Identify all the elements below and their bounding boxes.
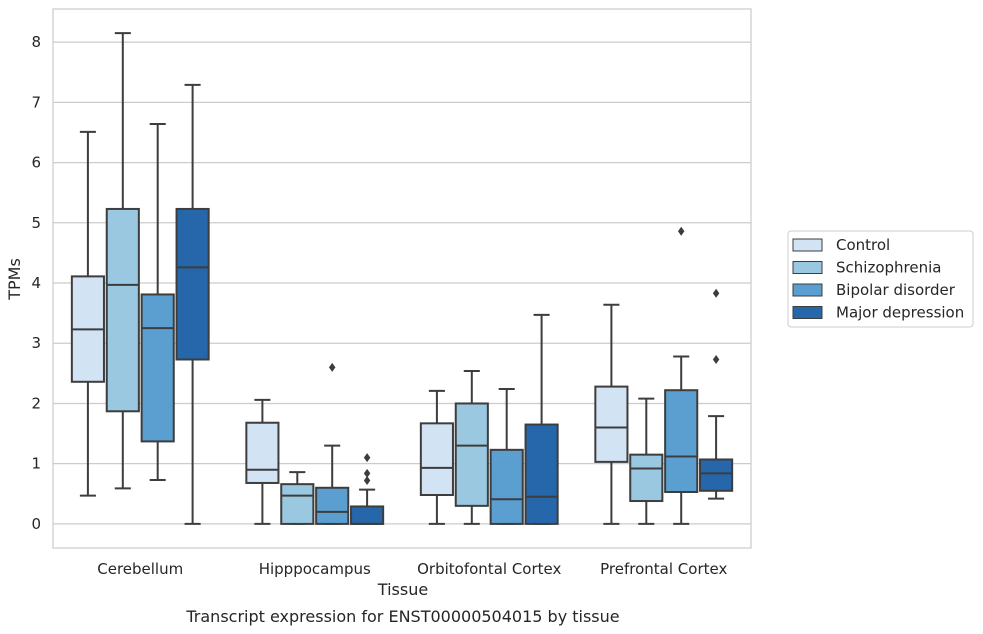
box-schizophrenia-prefrontal-cortex	[629, 397, 664, 525]
legend-swatch	[792, 261, 823, 274]
outlier-point	[328, 362, 336, 372]
legend-label: Major depression	[836, 304, 964, 322]
outlier-point	[712, 355, 720, 365]
legend-item-control: Control	[792, 236, 890, 254]
y-tick-label: 8	[31, 33, 41, 51]
y-tick-label: 2	[31, 394, 41, 412]
outlier-point	[363, 468, 371, 478]
box-body	[629, 453, 664, 503]
outlier-point	[363, 476, 371, 486]
y-tick-label: 7	[31, 93, 41, 111]
legend-swatch	[792, 238, 823, 252]
box-body	[140, 293, 175, 443]
box-body	[454, 402, 489, 507]
x-axis-label: Tissue	[377, 580, 428, 599]
chart-caption: Transcript expression for ENST0000050401…	[185, 607, 619, 626]
outlier-point	[677, 226, 685, 236]
x-tick-label: Orbitofontal Cortex	[417, 560, 561, 578]
box-bipolar-disorder-cerebellum	[140, 123, 175, 481]
legend-label: Control	[836, 236, 890, 254]
x-axis-ticks: Cerebellum Hipppocampus Orbitofontal Corte…	[97, 560, 727, 578]
box-control-orbitofontal-cortex	[419, 389, 454, 525]
box-control-prefrontal-cortex	[594, 303, 629, 525]
box-body	[524, 423, 559, 525]
box-body	[175, 207, 210, 361]
plot-frame	[52, 8, 752, 549]
y-tick-label: 5	[31, 214, 41, 232]
outlier-point	[712, 288, 720, 298]
box-major-depression-cerebellum	[175, 83, 210, 525]
y-tick-label: 3	[31, 334, 41, 352]
x-tick-label: Cerebellum	[97, 560, 183, 578]
box-body	[350, 505, 385, 525]
y-tick-label: 6	[31, 154, 41, 172]
box-body	[315, 486, 350, 525]
box-control-cerebellum	[70, 130, 105, 497]
box-bipolar-disorder-orbitofontal-cortex	[489, 388, 524, 525]
legend-label: Bipolar disorder	[836, 281, 956, 299]
box-body	[419, 422, 454, 497]
legend-label: Schizophrenia	[836, 259, 941, 277]
y-tick-label: 0	[31, 515, 41, 533]
box-body	[664, 389, 699, 493]
legend-frame	[787, 230, 974, 328]
box-body	[245, 421, 280, 484]
box-schizophrenia-orbitofontal-cortex	[454, 369, 489, 525]
y-tick-label: 4	[31, 274, 41, 292]
box-body	[699, 458, 734, 492]
box-schizophrenia-cerebellum	[105, 32, 140, 490]
x-tick-label: Hipppocampus	[259, 560, 371, 578]
box-bipolar-disorder-hipppocampus	[315, 362, 350, 525]
legend-item-major-depression: Major depression	[792, 304, 964, 322]
x-tick-label: Prefrontal Cortex	[600, 560, 727, 578]
box-body	[594, 385, 629, 463]
legend-swatch	[792, 283, 823, 297]
box-major-depression-prefrontal-cortex	[699, 288, 734, 500]
box-major-depression-orbitofontal-cortex	[524, 313, 559, 525]
y-axis-label: TPMs	[5, 258, 24, 301]
box-body	[280, 483, 315, 525]
box-body	[105, 207, 140, 413]
box-bipolar-disorder-prefrontal-cortex	[664, 226, 699, 525]
box-schizophrenia-hipppocampus	[280, 471, 315, 525]
box-control-hipppocampus	[245, 398, 280, 525]
y-tick-label: 1	[31, 455, 41, 473]
box-major-depression-hipppocampus	[350, 453, 385, 525]
legend-item-bipolar-disorder: Bipolar disorder	[792, 281, 956, 299]
box-body	[489, 448, 524, 525]
outlier-point	[363, 453, 371, 463]
box-plots	[70, 32, 734, 525]
legend-swatch	[792, 306, 823, 319]
legend: Control Schizophrenia Bipolar disorder Majo…	[787, 230, 974, 328]
legend-item-schizophrenia: Schizophrenia	[792, 259, 941, 277]
y-axis-ticks: 0 1 2 3 4 5 6 7 8	[31, 33, 41, 533]
